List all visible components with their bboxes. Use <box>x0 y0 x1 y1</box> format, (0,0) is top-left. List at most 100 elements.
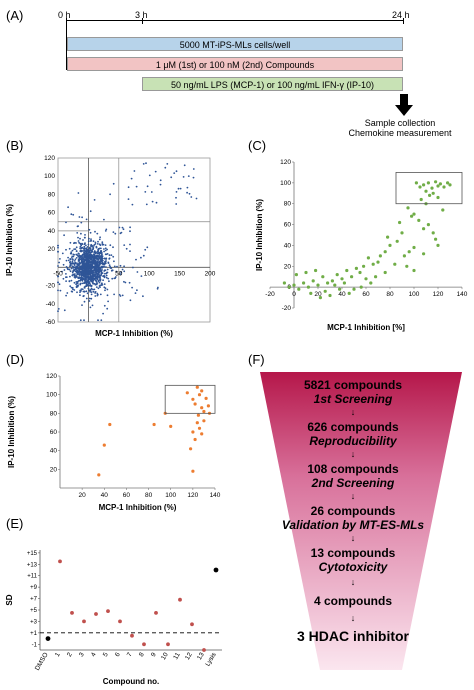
data-point <box>119 232 122 235</box>
data-point <box>123 244 126 246</box>
data-point <box>412 268 416 273</box>
data-point <box>383 270 387 275</box>
data-point <box>57 281 59 284</box>
data-point <box>80 221 83 224</box>
data-point <box>73 274 76 276</box>
funnel-stage-3: 2nd Screening <box>311 476 395 490</box>
data-point <box>106 609 110 613</box>
data-point <box>431 231 435 235</box>
data-point <box>102 243 105 246</box>
x-tick-label: 200 <box>205 270 216 277</box>
data-point <box>196 413 200 417</box>
y-tick-label: 120 <box>280 159 291 166</box>
timeline-tick-0 <box>66 18 67 70</box>
data-point <box>87 243 90 246</box>
data-point <box>71 260 74 263</box>
data-point <box>57 250 59 253</box>
data-point <box>72 259 74 261</box>
y-tick-label: 100 <box>280 180 291 187</box>
data-point <box>100 269 103 272</box>
data-point <box>100 254 103 257</box>
data-point <box>94 295 97 297</box>
x-tick-label: 11 <box>172 651 182 661</box>
x-tick-label: 120 <box>187 492 198 499</box>
data-point <box>393 262 397 266</box>
data-point <box>200 389 204 393</box>
funnel-arrow-5: ↓ <box>350 577 356 587</box>
x-tick-label: -50 <box>53 270 63 277</box>
x-tick-label: 60 <box>362 291 370 298</box>
sample-label-line1: Sample collection <box>364 118 436 128</box>
data-point <box>81 272 84 275</box>
data-point <box>73 276 76 278</box>
x-tick-label: 20 <box>314 291 322 298</box>
data-point <box>142 642 146 647</box>
data-point <box>99 252 101 255</box>
data-point <box>72 270 74 273</box>
data-point <box>144 191 147 193</box>
data-point <box>177 187 180 190</box>
data-point <box>90 287 93 290</box>
data-point <box>65 280 67 282</box>
data-point <box>86 276 89 279</box>
data-point <box>76 270 79 273</box>
data-point <box>129 299 132 302</box>
data-point <box>63 269 66 271</box>
data-point <box>197 426 202 430</box>
data-point <box>79 245 82 248</box>
scatter-points <box>282 180 452 300</box>
data-point <box>89 210 92 213</box>
data-point <box>96 294 99 297</box>
x-tick-label: 20 <box>79 492 87 499</box>
data-point <box>71 262 74 265</box>
data-point <box>193 402 197 406</box>
data-point <box>85 218 88 221</box>
data-point <box>106 294 109 297</box>
data-point <box>191 430 195 434</box>
data-point <box>97 260 99 262</box>
data-point <box>97 255 99 257</box>
data-point <box>436 184 440 188</box>
data-point <box>94 230 96 233</box>
data-point <box>74 258 77 261</box>
data-point <box>96 232 99 235</box>
data-point <box>418 185 422 189</box>
data-point <box>93 282 96 285</box>
x-tick-label: 12 <box>184 651 194 661</box>
data-point <box>112 182 115 185</box>
data-point <box>96 268 99 271</box>
data-point <box>154 611 158 615</box>
data-point <box>57 310 59 313</box>
data-point <box>62 277 65 280</box>
data-point <box>104 253 107 256</box>
data-point <box>120 271 123 274</box>
y-tick-label: +9 <box>30 585 38 591</box>
data-point <box>87 268 90 270</box>
data-point <box>90 238 92 240</box>
data-point <box>104 249 107 252</box>
data-point <box>87 240 90 243</box>
data-point <box>72 253 75 256</box>
y-axis-label: IP-10 Inhibition (%) <box>7 396 16 468</box>
data-point <box>129 243 131 246</box>
data-point <box>93 199 96 201</box>
data-point <box>103 250 105 253</box>
x-tick-label: 13 <box>196 651 206 661</box>
data-point <box>386 235 390 239</box>
data-point <box>69 260 72 263</box>
time-label-3: 3 h <box>135 10 148 20</box>
data-point <box>97 273 100 276</box>
data-point <box>86 268 88 271</box>
data-point <box>175 203 178 205</box>
bar-stimulus: 50 ng/mL LPS (MCP-1) or 100 ng/mL IFN-γ … <box>142 77 403 91</box>
plot-frame <box>57 157 211 323</box>
x-tick-label: 80 <box>145 492 153 499</box>
data-point <box>83 300 86 303</box>
data-point <box>402 254 406 258</box>
data-point <box>359 285 363 289</box>
data-point <box>106 271 108 274</box>
data-point <box>100 247 102 250</box>
x-axis-label: MCP-1 Inhibition [%] <box>327 323 405 332</box>
data-point <box>71 274 74 277</box>
y-tick-label: +1 <box>30 631 38 637</box>
